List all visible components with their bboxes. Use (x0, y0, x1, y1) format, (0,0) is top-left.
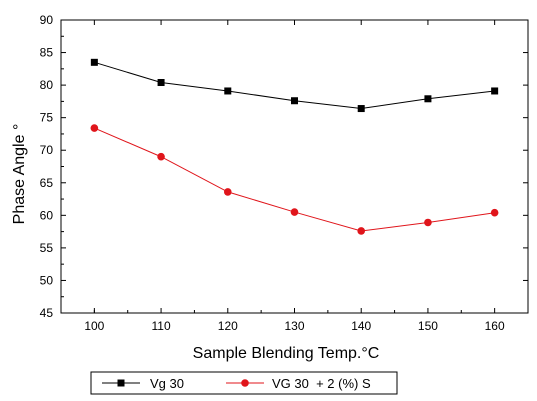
y-tick-label: 65 (40, 176, 54, 190)
series-1-point (157, 79, 165, 87)
y-tick-label: 50 (40, 273, 54, 287)
series-2-point (157, 152, 165, 161)
y-tick-label: 60 (40, 208, 54, 222)
y-axis-label: Phase Angle ° (11, 124, 28, 225)
legend-label-2: VG 30 + 2 (%) S (272, 376, 371, 391)
legend-marker-2 (241, 379, 249, 387)
y-tick-label: 70 (40, 143, 54, 157)
x-tick-label: 130 (284, 319, 304, 333)
y-tick-label: 80 (40, 78, 54, 92)
series-2-point (424, 218, 432, 227)
series-1-point (291, 97, 298, 105)
series-2-point (490, 208, 499, 217)
x-tick-label: 140 (351, 319, 371, 333)
series-1-point (90, 58, 98, 66)
series-1-point (224, 87, 232, 95)
y-tick-label: 55 (40, 241, 54, 255)
legend: Vg 30 VG 30 + 2 (%) S (90, 371, 398, 395)
series-1-point (357, 105, 365, 113)
series-1-point (491, 87, 499, 95)
x-tick-label: 150 (418, 319, 438, 333)
series-2-point (357, 227, 366, 235)
axes-layer: 45 50 55 60 65 70 75 80 85 90 100 110 120 130 140 150 16… (40, 13, 529, 333)
series-1-point (424, 95, 432, 103)
legend-label-1: Vg 30 (150, 376, 184, 391)
y-tick-label: 85 (40, 46, 54, 60)
y-tick-label: 90 (40, 13, 54, 27)
y-tick-label: 45 (40, 306, 54, 320)
legend-marker-1 (117, 379, 125, 387)
series-layer (90, 58, 499, 235)
series-2-point (290, 208, 299, 216)
series-2-point (90, 124, 99, 132)
x-tick-label: 160 (485, 319, 505, 333)
y-tick-label: 75 (40, 111, 54, 125)
x-tick-label: 110 (152, 319, 171, 333)
x-tick-label: 100 (84, 319, 104, 333)
x-axis-label: Sample Blending Temp.°C (193, 345, 380, 362)
x-tick-label: 120 (218, 319, 238, 333)
series-2-point (223, 188, 232, 196)
plot-frame (60, 19, 529, 314)
